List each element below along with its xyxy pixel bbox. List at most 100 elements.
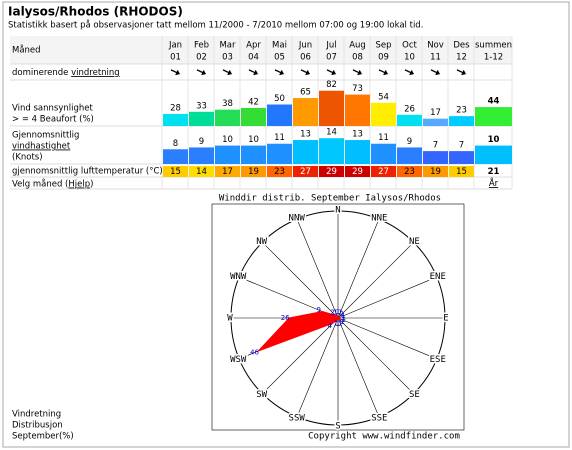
direction-arrow bbox=[248, 69, 259, 76]
bar-value: 7 bbox=[459, 141, 464, 151]
sum-bar bbox=[475, 145, 512, 164]
arrow-head bbox=[357, 69, 363, 76]
arrow-head bbox=[461, 69, 467, 76]
rose-box bbox=[211, 203, 465, 431]
rose-spoke bbox=[296, 219, 339, 319]
month-name: Feb bbox=[194, 41, 209, 51]
bar bbox=[293, 140, 318, 164]
rose-value: 26 bbox=[281, 314, 290, 322]
rose-label: September(%) bbox=[12, 432, 74, 442]
temp-value: 27 bbox=[300, 167, 311, 177]
month-num: 12 bbox=[456, 53, 467, 63]
month-name: Oct bbox=[402, 41, 417, 51]
bar bbox=[423, 118, 448, 126]
bar bbox=[345, 94, 370, 126]
label-text: ) bbox=[90, 179, 93, 189]
rose-spoke bbox=[337, 276, 437, 319]
direction-label: W bbox=[227, 314, 233, 324]
bar bbox=[319, 138, 344, 164]
row-label: Vind sannsynlighet bbox=[12, 104, 93, 114]
rose-spoke bbox=[337, 317, 414, 394]
month-num: 01 bbox=[170, 53, 181, 63]
sum-name: summen bbox=[475, 41, 512, 51]
rose-value: 1 bbox=[342, 314, 346, 322]
direction-label: SE bbox=[409, 390, 420, 400]
month-name: Nov bbox=[427, 41, 444, 51]
month-name: Des bbox=[453, 41, 470, 51]
month-name: Jun bbox=[298, 41, 312, 51]
direction-label: SSE bbox=[371, 413, 387, 423]
bar bbox=[163, 149, 188, 164]
bar-value: 33 bbox=[196, 101, 207, 111]
rose-spoke bbox=[239, 276, 339, 319]
arrow-head bbox=[383, 69, 389, 76]
bar bbox=[371, 143, 396, 164]
row-label: > = 4 Beaufort (%) bbox=[12, 115, 94, 125]
temp-cell bbox=[267, 166, 292, 177]
direction-arrow bbox=[430, 69, 441, 76]
temp-value: 15 bbox=[456, 167, 467, 177]
row-label: (Knots) bbox=[12, 153, 43, 163]
month-num: 03 bbox=[222, 53, 233, 63]
rose-spoke bbox=[337, 242, 414, 319]
month-num: 07 bbox=[326, 53, 337, 63]
arrow-head bbox=[201, 69, 207, 76]
bar bbox=[397, 114, 422, 126]
arrow-head bbox=[305, 69, 311, 76]
bar-value: 8 bbox=[173, 139, 178, 149]
direction-arrow bbox=[456, 69, 467, 76]
rose-value: 2 bbox=[330, 309, 334, 317]
bar-value: 11 bbox=[274, 133, 285, 143]
bar-value: 23 bbox=[456, 106, 467, 116]
bar-value: 42 bbox=[248, 97, 259, 107]
row-label: Måned bbox=[12, 45, 41, 56]
month-num: 05 bbox=[274, 53, 285, 63]
direction-arrow bbox=[352, 69, 363, 76]
label-link[interactable]: vindretning bbox=[71, 68, 120, 78]
month-name: Aug bbox=[349, 41, 366, 51]
temp-cell bbox=[163, 166, 188, 177]
temp-cell bbox=[449, 166, 474, 177]
direction-arrow bbox=[326, 69, 337, 76]
direction-label: SW bbox=[256, 390, 267, 400]
sum-value: 44 bbox=[488, 97, 500, 107]
temp-value: 15 bbox=[170, 167, 181, 177]
row-label: dominerende vindretning bbox=[12, 68, 120, 78]
direction-label: WSW bbox=[230, 355, 247, 365]
bar-value: 82 bbox=[326, 80, 337, 90]
month-name: Sep bbox=[375, 41, 391, 51]
rose-value: 1 bbox=[338, 309, 342, 317]
direction-label: SSW bbox=[289, 413, 306, 423]
bar-value: 38 bbox=[222, 99, 233, 109]
direction-arrow bbox=[378, 69, 389, 76]
temp-cell bbox=[423, 166, 448, 177]
rose-value: 46 bbox=[250, 349, 259, 357]
row-label[interactable]: vindhastighet bbox=[12, 142, 71, 152]
rose-spoke bbox=[296, 317, 339, 417]
bar bbox=[319, 90, 344, 126]
rose-label: Distribusjon bbox=[12, 421, 63, 431]
sum-value: 10 bbox=[488, 135, 500, 145]
bar bbox=[423, 151, 448, 164]
rose-title: Winddir distrib. September Ialysos/Rhodo… bbox=[219, 194, 441, 204]
bar-value: 13 bbox=[352, 130, 363, 140]
bar-value: 28 bbox=[170, 103, 181, 113]
rose-value: 1 bbox=[340, 310, 344, 318]
direction-label: N bbox=[335, 206, 340, 216]
arrow-head bbox=[227, 69, 233, 76]
bar-value: 26 bbox=[404, 104, 415, 114]
arrow-head bbox=[175, 69, 181, 76]
rose-spoke bbox=[262, 317, 339, 394]
temp-cell bbox=[345, 166, 370, 177]
help-link[interactable]: Hjelp bbox=[68, 179, 90, 189]
year-link[interactable]: År bbox=[489, 177, 499, 189]
bar bbox=[397, 147, 422, 164]
arrow-head bbox=[435, 69, 441, 76]
label-text: dominerende bbox=[12, 68, 68, 78]
direction-label: NE bbox=[409, 237, 420, 247]
direction-label: NNW bbox=[289, 214, 306, 224]
bar bbox=[241, 145, 266, 164]
month-name: Jul bbox=[325, 41, 336, 51]
month-num: 06 bbox=[300, 53, 311, 63]
